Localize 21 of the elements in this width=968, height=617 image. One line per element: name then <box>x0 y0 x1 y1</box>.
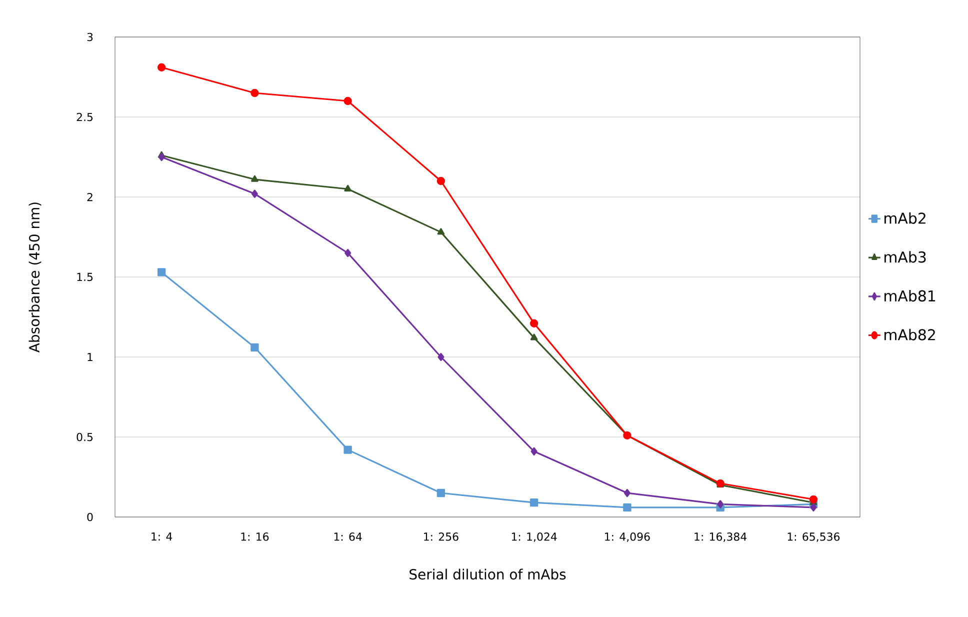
x-tick-label: 1: 16,384 <box>694 532 747 542</box>
legend-label: mAb82 <box>884 328 935 340</box>
legend-label: mAb3 <box>884 251 926 263</box>
x-axis-title: Serial dilution of mAbs <box>410 568 566 580</box>
y-tick-label: 0 <box>87 512 93 522</box>
y-tick-label: 1.5 <box>77 272 93 282</box>
legend-label: mAb2 <box>884 212 926 224</box>
y-tick-label: 0.5 <box>76 432 93 442</box>
x-tick-label: 1: 16 <box>241 532 269 541</box>
x-tick-label: 1: 4,096 <box>605 532 650 542</box>
x-tick-label: 1: 4 <box>152 532 172 541</box>
x-tick-label: 1: 256 <box>424 532 458 541</box>
x-tick-label: 1: 1,024 <box>512 532 557 542</box>
y-tick-label: 2.5 <box>76 112 93 122</box>
x-tick-label: 1: 65,536 <box>788 532 840 542</box>
y-tick-label: 3 <box>87 32 93 42</box>
y-axis-title: Absorbance (450 nm) <box>28 202 42 352</box>
legend-label: mAb81 <box>884 290 936 302</box>
y-tick-label: 1 <box>88 353 92 361</box>
x-tick-label: 1: 64 <box>334 532 362 541</box>
y-tick-label: 2 <box>87 192 92 202</box>
